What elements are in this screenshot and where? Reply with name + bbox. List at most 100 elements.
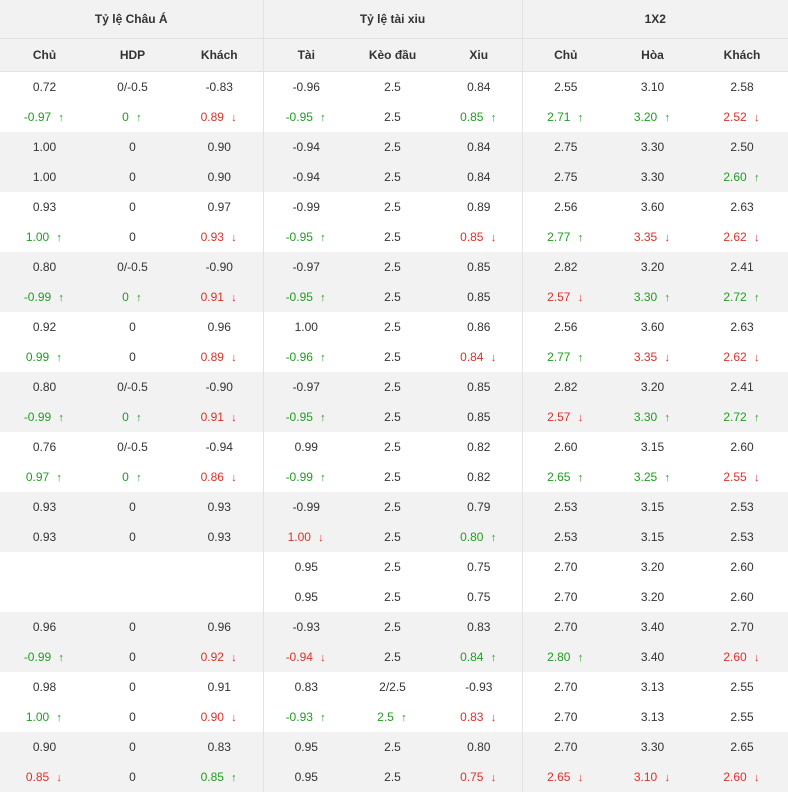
odds-value: 0.80 <box>467 740 491 754</box>
odds-value: 2.75 <box>554 170 578 184</box>
odds-value: 0.90 <box>32 740 57 754</box>
odds-value: 0 <box>122 410 129 424</box>
odds-value: 0.91 <box>200 410 224 424</box>
odds-cell-hdp: 0 <box>89 762 176 792</box>
arrow-down-icon <box>663 772 671 784</box>
odds-value: 3.20 <box>633 110 658 124</box>
odds-value: 0.93 <box>207 530 231 544</box>
odds-value: 2.55 <box>723 470 747 484</box>
odds-value: 2.5 <box>384 380 401 394</box>
odds-value: 2.72 <box>723 410 747 424</box>
odds-value: 0.75 <box>467 560 491 574</box>
odds-cell-line: 2.5 <box>349 372 436 402</box>
odds-cell-over: -0.97 <box>262 372 349 402</box>
odds-cell-home: 0.93 <box>0 522 89 552</box>
odds-cell-1x2-away: 2.60 <box>696 582 788 612</box>
odds-cell-away: -0.94 <box>176 432 263 462</box>
odds-value: 3.60 <box>640 200 665 214</box>
odds-cell-home: -0.99 <box>0 402 89 432</box>
odds-cell-under: 0.83 <box>436 612 523 642</box>
arrow-up-icon <box>753 292 761 304</box>
odds-value: 0/-0.5 <box>117 440 148 454</box>
odds-cell-draw: 3.13 <box>609 702 696 732</box>
group-header-asian-handicap: Tỷ lệ Châu Á <box>0 0 263 39</box>
odds-value: 0.82 <box>467 440 491 454</box>
odds-value: 2.5 <box>384 650 401 664</box>
odds-value: 0.85 <box>25 770 50 784</box>
odds-row: 0.97 0 0.86 -0.99 2.5 0.82 2.65 3.25 2.55 <box>0 462 788 492</box>
arrow-up-icon <box>55 232 63 244</box>
arrow-up-icon <box>135 472 143 484</box>
arrow-up-icon <box>319 292 327 304</box>
odds-cell-draw: 3.25 <box>609 462 696 492</box>
odds-cell-under: 0.84 <box>436 642 523 672</box>
odds-value: 1.00 <box>287 530 311 544</box>
odds-value: 0.85 <box>460 230 484 244</box>
odds-cell-1x2-home: 2.53 <box>521 492 610 522</box>
odds-cell-hdp: 0 <box>89 222 176 252</box>
odds-cell-1x2-away: 2.70 <box>696 612 788 642</box>
column-header-under: Xiu <box>436 38 523 72</box>
column-header-row: Chủ HDP Khách Tài Kèo đầu Xiu Chủ Hòa Kh… <box>0 38 788 72</box>
odds-value: 0.85 <box>467 290 491 304</box>
odds-value: 0 <box>129 710 136 724</box>
arrow-up-icon <box>135 112 143 124</box>
odds-cell-home: 0.96 <box>0 612 89 642</box>
odds-cell-1x2-home: 2.57 <box>521 282 610 312</box>
odds-cell-line: 2.5 <box>349 192 436 222</box>
odds-row: 0.80 0/-0.5 -0.90 -0.97 2.5 0.85 2.82 3.20 2.41 <box>0 252 788 282</box>
odds-value: 1.00 <box>294 320 318 334</box>
odds-value: 0.99 <box>25 350 50 364</box>
odds-cell-line: 2.5 <box>349 162 436 192</box>
odds-cell-line: 2.5 <box>349 432 436 462</box>
arrow-down-icon <box>753 652 761 664</box>
odds-value: 3.40 <box>640 650 665 664</box>
odds-value: 2/2.5 <box>379 680 406 694</box>
odds-cell-1x2-away: 2.53 <box>696 492 788 522</box>
odds-cell-draw: 3.15 <box>609 432 696 462</box>
odds-value: 2.70 <box>554 620 578 634</box>
odds-value: 2.60 <box>723 170 747 184</box>
odds-value: 0.96 <box>32 620 57 634</box>
odds-cell-over: -0.99 <box>262 492 349 522</box>
odds-cell-away: 0.83 <box>176 732 263 762</box>
odds-value: 0.93 <box>200 230 224 244</box>
odds-cell-1x2-home: 2.70 <box>521 612 610 642</box>
odds-value: 2.60 <box>723 770 747 784</box>
arrow-down-icon <box>230 712 238 724</box>
odds-row: -0.99 0 0.91 -0.95 2.5 0.85 2.57 3.30 2.72 <box>0 402 788 432</box>
arrow-up-icon <box>576 112 584 124</box>
odds-value: 3.30 <box>633 410 658 424</box>
odds-cell-away: 0.91 <box>176 282 263 312</box>
odds-value: 0.97 <box>207 200 231 214</box>
odds-value: 0.80 <box>460 530 484 544</box>
odds-value: 0.84 <box>467 80 491 94</box>
odds-cell-home: 1.00 <box>0 222 89 252</box>
odds-value: 3.15 <box>640 440 665 454</box>
odds-row: 0.92 0 0.96 1.00 2.5 0.86 2.56 3.60 2.63 <box>0 312 788 342</box>
odds-cell-1x2-away: 2.55 <box>696 702 788 732</box>
odds-cell-home: 0.72 <box>0 72 89 103</box>
odds-cell-over: 0.99 <box>262 432 349 462</box>
odds-cell-under: 0.85 <box>436 102 522 132</box>
arrow-up-icon <box>576 352 584 364</box>
odds-value: 2.55 <box>730 710 754 724</box>
odds-value: 2.63 <box>730 320 754 334</box>
odds-cell-line: 2.5 <box>349 282 436 312</box>
odds-cell-1x2-home: 2.71 <box>521 102 610 132</box>
odds-cell-1x2-home: 2.70 <box>521 552 610 582</box>
odds-value: 0.99 <box>294 440 318 454</box>
odds-row: 0.93 0 0.97 -0.99 2.5 0.89 2.56 3.60 2.63 <box>0 192 788 222</box>
odds-value: 0/-0.5 <box>117 80 148 94</box>
odds-cell-line: 2.5 <box>349 102 436 132</box>
odds-cell-away: -0.83 <box>176 72 263 103</box>
odds-cell-1x2-away: 2.52 <box>696 102 788 132</box>
odds-cell-away: 0.86 <box>176 462 263 492</box>
odds-value: 2.5 <box>384 740 401 754</box>
odds-value: 2.5 <box>384 230 401 244</box>
odds-value: 2.72 <box>723 290 747 304</box>
odds-cell-home: -0.99 <box>0 642 89 672</box>
odds-row: 1.00 0 0.90 -0.94 2.5 0.84 2.75 3.30 2.60 <box>0 162 788 192</box>
odds-cell-hdp: 0/-0.5 <box>89 72 176 103</box>
arrow-up-icon <box>753 412 761 424</box>
